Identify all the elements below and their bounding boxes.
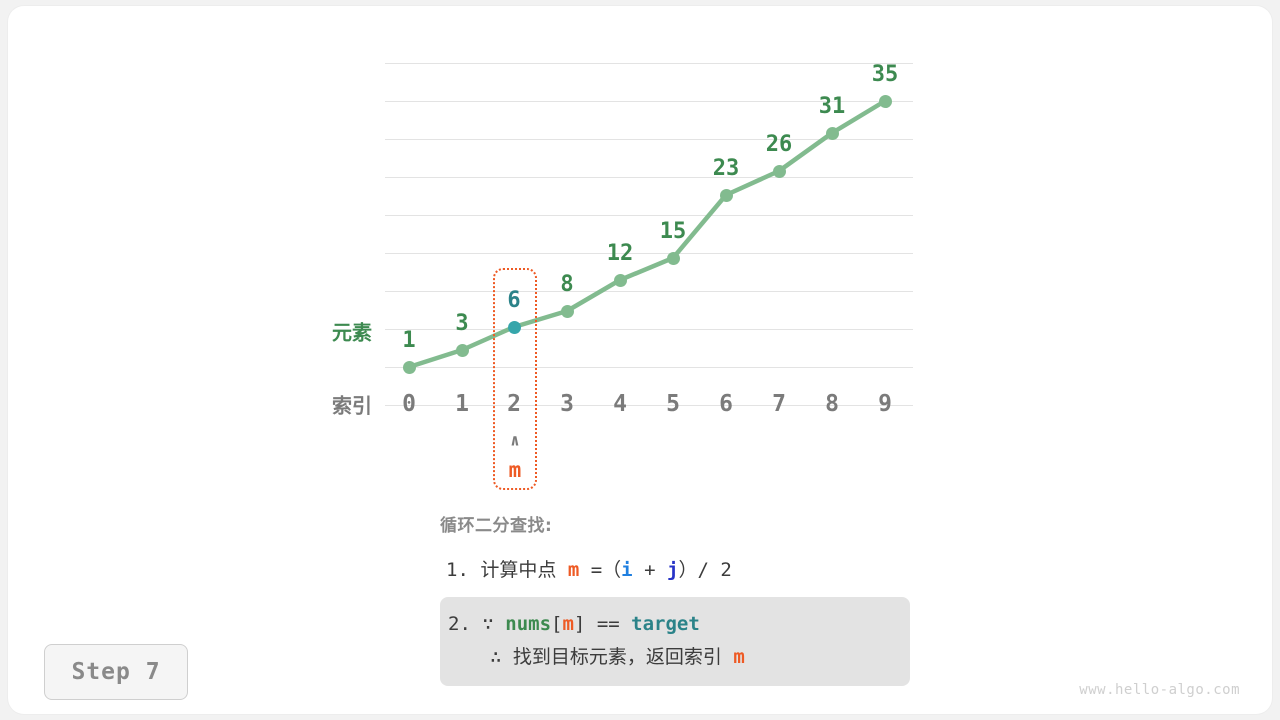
caption-block: 循环二分查找: 1. 计算中点 m =（i + j）/ 2 2. ∵ nums[… xyxy=(440,511,910,687)
step-2-because-icon: ∵ xyxy=(482,613,494,636)
gridline xyxy=(385,139,913,140)
step-2-bracket-close: ] xyxy=(573,613,586,636)
step-1-var-m: m xyxy=(567,559,580,581)
caption-step-3: ∴ 找到目标元素，返回索引 m xyxy=(448,641,894,673)
value-label-1: 3 xyxy=(455,311,469,336)
figure-canvas: 1 0 3 1 6 2 8 3 12 4 15 5 23 6 26 7 31 8 35 9 元素 索引 ∧ m 循环二… xyxy=(8,6,1272,714)
value-label-6: 23 xyxy=(712,156,740,181)
value-label-3: 8 xyxy=(560,272,574,297)
gridline xyxy=(385,329,913,330)
watermark: www.hello-algo.com xyxy=(1079,682,1240,698)
data-point-8 xyxy=(825,126,839,140)
caption-highlight-box: 2. ∵ nums[m] == target ∴ 找到目标元素，返回索引 m xyxy=(440,597,910,687)
index-label-9: 9 xyxy=(878,391,892,417)
data-point-1 xyxy=(455,343,469,357)
chart-polyline xyxy=(406,98,888,370)
index-label-1: 1 xyxy=(455,391,469,417)
axis-label-index: 索引 xyxy=(332,393,372,418)
step-1-number: 1. xyxy=(446,559,469,581)
step-2-var-m: m xyxy=(562,613,574,636)
value-label-7: 26 xyxy=(765,132,793,157)
step-3-var-m: m xyxy=(733,645,745,668)
index-label-2: 2 xyxy=(507,391,521,417)
index-label-7: 7 xyxy=(772,391,786,417)
index-label-8: 8 xyxy=(825,391,839,417)
data-point-5 xyxy=(666,251,680,265)
gridline xyxy=(385,101,913,102)
step-badge-label: Step 7 xyxy=(71,659,161,685)
gridline xyxy=(385,291,913,292)
gridline xyxy=(385,63,913,64)
data-point-2 xyxy=(507,320,521,334)
caret-icon: ∧ xyxy=(510,430,520,450)
step-3-text: 找到目标元素，返回索引 xyxy=(512,645,722,668)
caption-step-2: 2. ∵ nums[m] == target xyxy=(448,608,894,640)
step-2-number: 2. xyxy=(448,613,471,636)
value-label-5: 15 xyxy=(659,219,687,244)
value-label-8: 31 xyxy=(818,94,846,119)
index-label-5: 5 xyxy=(666,391,680,417)
data-point-0 xyxy=(402,360,416,374)
value-label-2: 6 xyxy=(507,288,521,313)
value-label-0: 1 xyxy=(402,328,416,353)
data-point-7 xyxy=(772,164,786,178)
step-2-bracket-open: [ xyxy=(551,613,563,636)
data-point-3 xyxy=(560,304,574,318)
step-1-var-j: j xyxy=(666,559,679,581)
step-2-nums: nums xyxy=(505,613,552,636)
caption-title: 循环二分查找: xyxy=(440,516,553,536)
index-label-3: 3 xyxy=(560,391,574,417)
step-1-plus: + xyxy=(644,559,656,581)
line-chart: 1 0 3 1 6 2 8 3 12 4 15 5 23 6 26 7 31 8 35 9 元素 索引 ∧ m xyxy=(8,6,1272,714)
value-label-9: 35 xyxy=(871,62,899,87)
step-1-close: ）/ 2 xyxy=(678,559,732,581)
index-label-4: 4 xyxy=(613,391,627,417)
gridline xyxy=(385,177,913,178)
axis-label-element: 元素 xyxy=(332,320,372,345)
highlight-box-mid xyxy=(493,268,537,490)
step-1-var-i: i xyxy=(621,559,633,581)
caption-step-1: 1. 计算中点 m =（i + j）/ 2 xyxy=(446,556,910,585)
step-badge: Step 7 xyxy=(44,644,188,700)
step-1-equals: =（ xyxy=(590,559,622,581)
step-2-target: target xyxy=(631,613,700,636)
index-label-6: 6 xyxy=(719,391,733,417)
step-2-equals: == xyxy=(596,613,620,636)
pointer-label-m: m xyxy=(508,458,522,482)
data-point-9 xyxy=(878,94,892,108)
step-1-text: 计算中点 xyxy=(480,559,557,581)
gridline xyxy=(385,253,913,254)
gridline xyxy=(385,215,913,216)
data-point-4 xyxy=(613,273,627,287)
gridline xyxy=(385,367,913,368)
data-point-6 xyxy=(719,188,733,202)
gridline xyxy=(385,405,913,406)
step-3-therefore-icon: ∴ xyxy=(490,645,502,668)
value-label-4: 12 xyxy=(606,241,634,266)
index-label-0: 0 xyxy=(402,391,416,417)
